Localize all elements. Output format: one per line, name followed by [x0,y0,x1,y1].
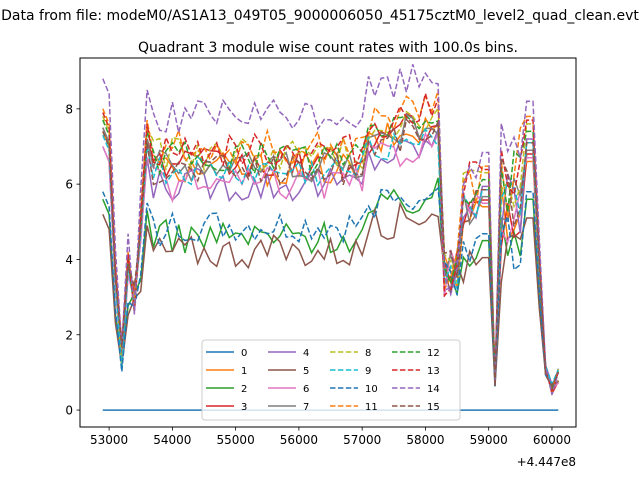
series-line-15 [102,117,559,388]
legend-label-14: 14 [427,384,440,395]
legend-label-12: 12 [427,348,440,359]
series-line-12 [102,115,560,393]
x-axis: 53000 54000 55000 56000 57000 58000 59000 60000 [90,427,571,447]
series-line-1 [102,116,559,392]
series-line-14 [102,64,560,395]
legend-label-3: 3 [241,402,247,413]
y-tick-label: 2 [65,328,73,342]
y-tick-label: 0 [65,404,73,418]
y-tick-label: 4 [65,253,73,267]
legend-label-11: 11 [365,402,378,413]
x-tick-label: 60000 [533,433,571,447]
legend-label-15: 15 [427,402,440,413]
x-tick-label: 56000 [280,433,318,447]
legend-label-10: 10 [365,384,378,395]
legend-label-8: 8 [365,348,371,359]
legend-label-5: 5 [303,366,309,377]
legend-label-1: 1 [241,366,247,377]
x-tick-label: 59000 [470,433,508,447]
legend-frame [201,339,461,421]
legend-label-7: 7 [303,402,309,413]
x-axis-offset-label: +4.447e8 [517,455,576,469]
series-line-8 [102,106,560,397]
x-tick-label: 53000 [90,433,128,447]
x-tick-label: 57000 [343,433,381,447]
series-line-11 [102,90,560,391]
legend-label-0: 0 [241,348,247,359]
series-line-10 [102,186,559,388]
x-tick-label: 54000 [153,433,191,447]
legend-label-9: 9 [365,366,371,377]
figure-suptitle: Data from file: modeM0/AS1A13_049T05_900… [1,8,639,24]
chart-title: Quadrant 3 module wise count rates with … [138,40,518,56]
x-tick-label: 55000 [217,433,255,447]
x-tick-label: 58000 [406,433,444,447]
series-line-5 [102,201,559,388]
series-line-7 [102,113,560,394]
legend-label-13: 13 [427,366,440,377]
series-layer [102,64,560,411]
legend-label-2: 2 [241,384,247,395]
y-tick-label: 6 [65,178,73,192]
axes-frame [79,57,577,428]
y-tick-label: 8 [65,102,73,116]
y-axis: 0 2 4 6 8 [65,102,80,418]
legend-label-6: 6 [303,384,309,395]
legend-label-4: 4 [303,348,309,359]
series-line-2 [102,177,559,394]
series-line-4 [102,129,559,386]
